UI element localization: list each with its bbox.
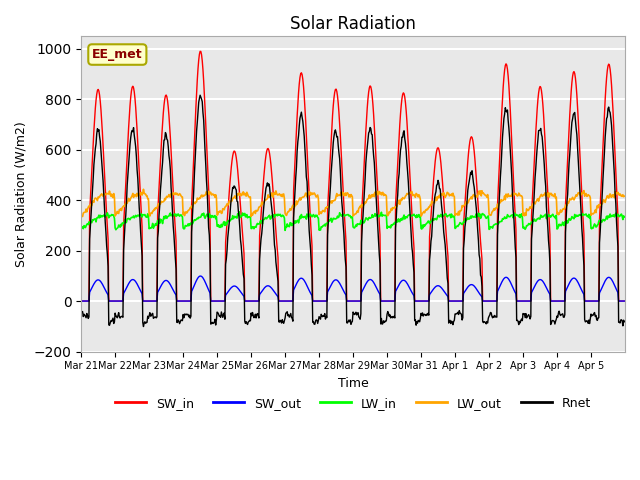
Text: EE_met: EE_met [92, 48, 143, 61]
Title: Solar Radiation: Solar Radiation [290, 15, 416, 33]
Legend: SW_in, SW_out, LW_in, LW_out, Rnet: SW_in, SW_out, LW_in, LW_out, Rnet [110, 392, 596, 415]
X-axis label: Time: Time [338, 377, 369, 390]
Y-axis label: Solar Radiation (W/m2): Solar Radiation (W/m2) [15, 121, 28, 266]
